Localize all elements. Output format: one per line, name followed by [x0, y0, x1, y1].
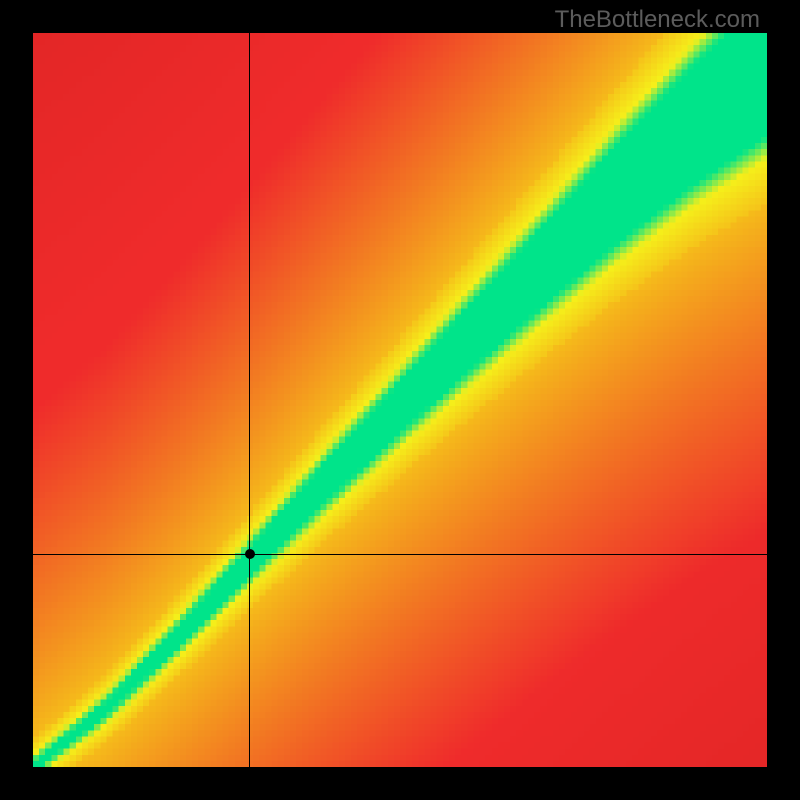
bottleneck-heatmap	[33, 33, 767, 767]
watermark-text: TheBottleneck.com	[555, 6, 760, 34]
selection-marker	[245, 549, 255, 559]
crosshair-horizontal	[33, 554, 767, 555]
crosshair-vertical	[249, 33, 250, 767]
chart-container: TheBottleneck.com	[0, 0, 800, 800]
